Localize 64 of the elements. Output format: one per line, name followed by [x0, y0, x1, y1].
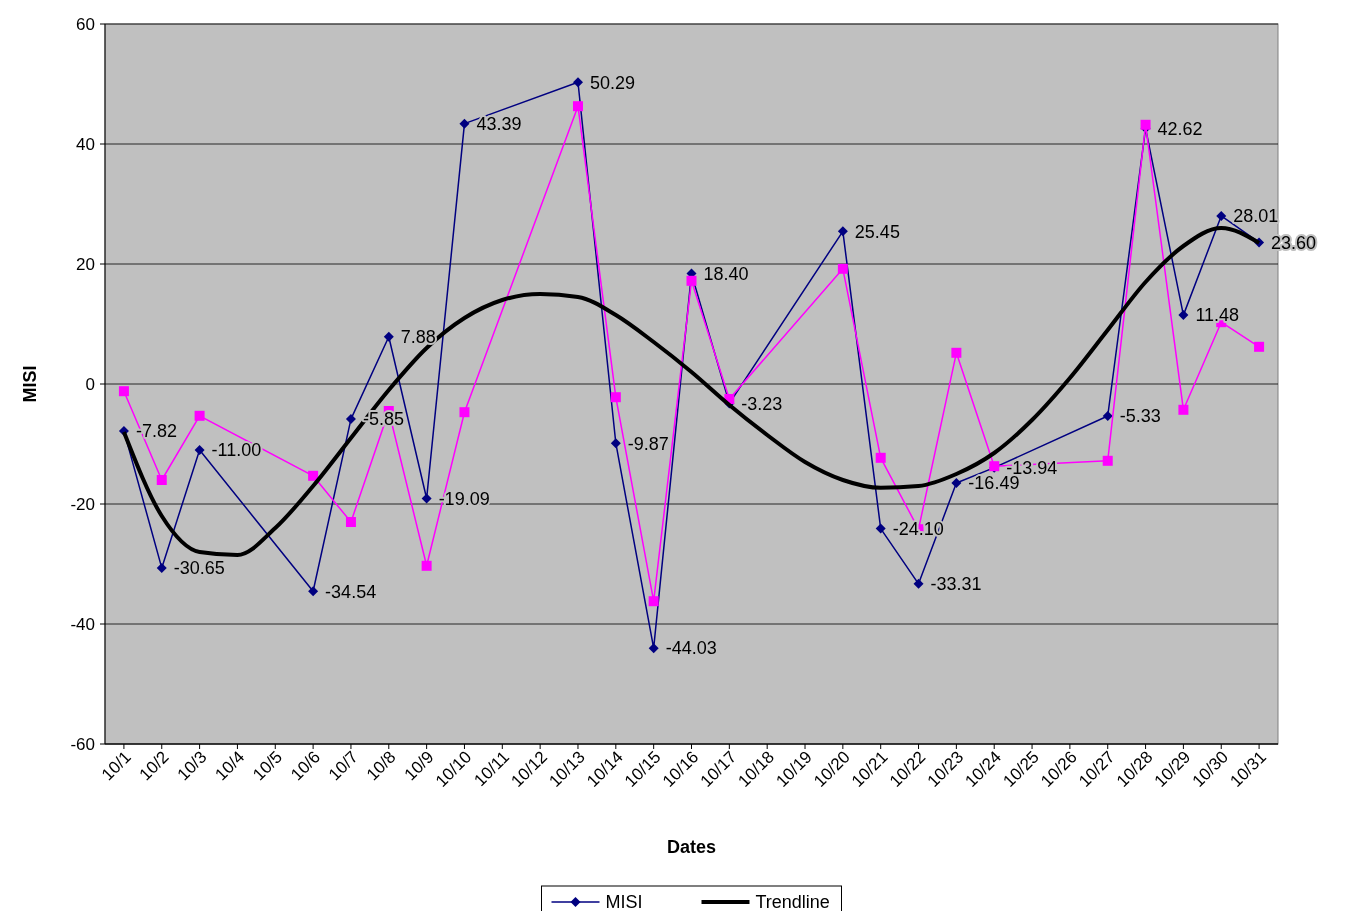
data-label: 18.40 [703, 263, 749, 284]
point [648, 643, 659, 654]
point [118, 386, 129, 397]
data-label: 28.01 [1233, 206, 1279, 227]
y-tick-label: 40 [76, 134, 95, 154]
y-tick-label: -20 [70, 494, 95, 514]
point [572, 101, 583, 112]
point [1254, 341, 1265, 352]
data-label: -11.00 [211, 440, 262, 461]
point [308, 470, 319, 481]
y-axis-title: MISI [20, 365, 40, 403]
point [572, 77, 583, 88]
point [194, 410, 205, 421]
point [1178, 310, 1189, 321]
point [1102, 410, 1113, 421]
point [913, 578, 924, 589]
y-tick-label: 60 [76, 14, 95, 34]
point [421, 560, 432, 571]
point [345, 517, 356, 527]
point [875, 523, 886, 534]
data-label: -34.54 [325, 581, 377, 602]
point [1102, 455, 1113, 466]
point [951, 347, 962, 358]
point [951, 477, 962, 488]
point [837, 263, 848, 274]
y-tick-label: 20 [76, 254, 95, 274]
point [459, 407, 470, 418]
point [875, 452, 886, 463]
data-label: 23.60 [1271, 232, 1317, 253]
legend-label: Trendline [755, 892, 830, 911]
point [1178, 404, 1189, 415]
data-label: -9.87 [627, 433, 669, 454]
data-label: -16.49 [968, 473, 1020, 494]
data-label: 7.88 [400, 327, 436, 348]
data-label: -5.33 [1119, 406, 1161, 427]
point [383, 331, 394, 342]
point [156, 475, 167, 485]
y-tick-label: -40 [70, 614, 95, 634]
data-label: 25.45 [854, 221, 900, 242]
y-tick-label: -60 [70, 734, 95, 754]
data-label: 50.29 [589, 72, 636, 93]
point [837, 226, 848, 237]
data-label: 42.62 [1157, 118, 1203, 139]
point [345, 414, 356, 425]
data-label: -30.65 [173, 558, 225, 579]
point [308, 586, 319, 597]
point [610, 438, 621, 449]
point [1140, 119, 1151, 130]
legend-label: MISI [605, 892, 643, 911]
point [459, 118, 470, 129]
point [648, 596, 659, 607]
point [194, 445, 205, 455]
data-label: 11.48 [1195, 305, 1240, 326]
point [421, 493, 432, 504]
data-label: -44.03 [665, 638, 717, 659]
point [686, 275, 697, 286]
data-label: -33.31 [930, 574, 982, 595]
x-axis-title: Dates [666, 837, 717, 857]
data-label: -3.23 [741, 393, 783, 414]
point [610, 392, 621, 403]
y-tick-label: 0 [85, 374, 95, 394]
point [1216, 210, 1227, 221]
point [156, 562, 167, 573]
data-label: 43.39 [476, 113, 522, 134]
